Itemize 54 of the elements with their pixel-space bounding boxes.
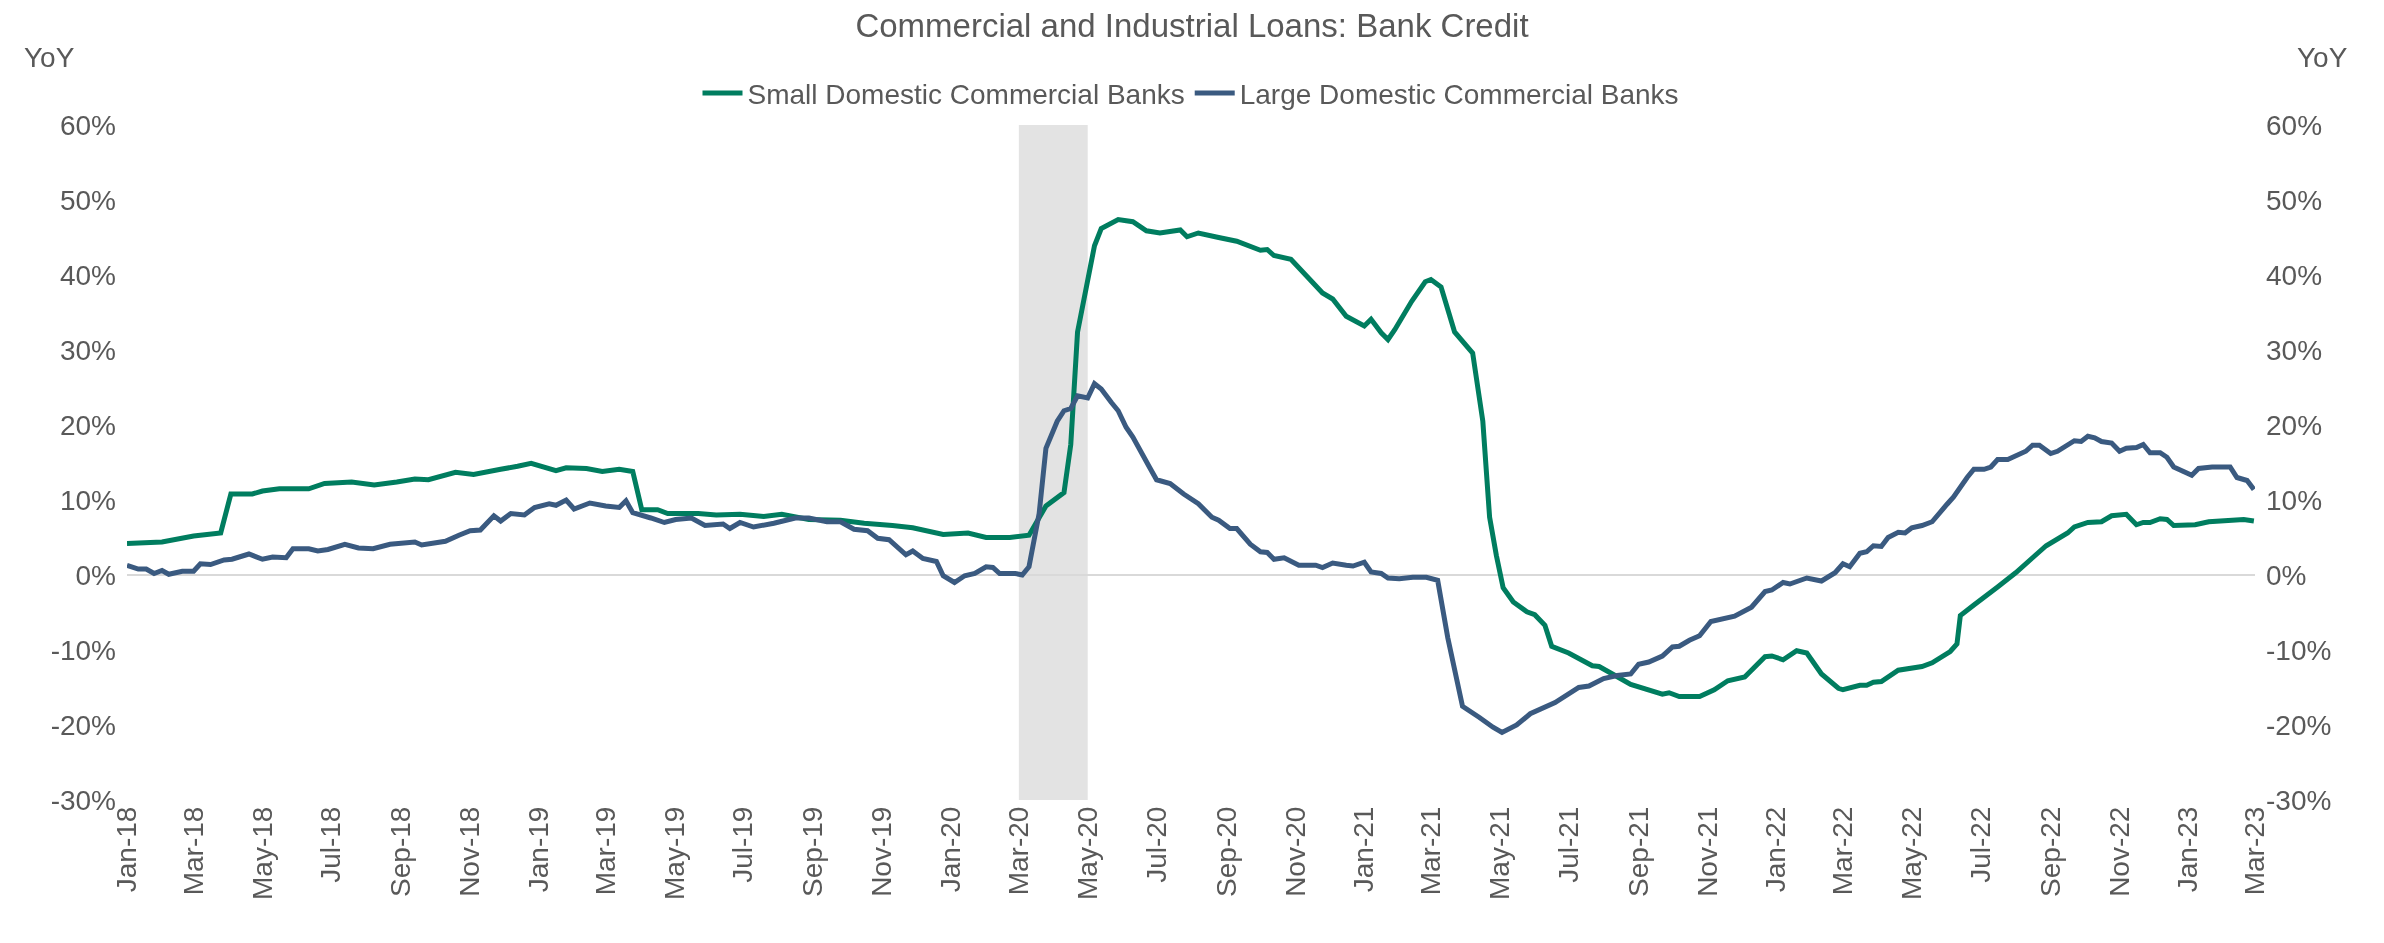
x-tick-label: May-18 — [246, 806, 278, 900]
x-tick-label: Sep-22 — [2034, 806, 2066, 897]
x-tick-label: Sep-19 — [797, 806, 829, 897]
x-tick-label: Nov-22 — [2103, 806, 2135, 897]
y-tick-label: -20% — [50, 709, 116, 741]
x-tick-label: Mar-19 — [589, 806, 621, 896]
y-tick-label: 60% — [59, 109, 116, 141]
y2-axis-title: YoY — [2297, 42, 2348, 73]
y2-tick-label: 10% — [2266, 484, 2323, 516]
x-tick-label: Jan-21 — [1348, 806, 1380, 893]
y-tick-label: -10% — [50, 634, 116, 666]
legend-label: Small Domestic Commercial Banks — [747, 78, 1185, 110]
x-tick-label: Jan-19 — [523, 806, 555, 893]
x-tick-label: Nov-21 — [1691, 806, 1723, 897]
x-tick-label: Jul-18 — [315, 806, 347, 883]
x-tick-label: Nov-18 — [454, 806, 486, 897]
y-tick-label: -30% — [50, 784, 116, 816]
x-tick-label: Jul-22 — [1964, 806, 1996, 883]
x-tick-label: Mar-18 — [177, 806, 209, 896]
x-tick-label: Nov-19 — [866, 806, 898, 897]
x-tick-label: Jan-20 — [935, 806, 967, 893]
y-tick-label: 30% — [59, 334, 116, 366]
y2-tick-label: 0% — [2266, 559, 2307, 591]
y-tick-label: 20% — [59, 409, 116, 441]
x-tick-label: Jul-21 — [1552, 806, 1584, 883]
y2-tick-label: 60% — [2266, 109, 2323, 141]
x-tick-label: Jan-22 — [1760, 806, 1792, 893]
x-tick-label: Jul-19 — [727, 806, 759, 883]
y-tick-label: 0% — [75, 559, 116, 591]
x-tick-label: May-22 — [1895, 806, 1927, 900]
y2-tick-label: 30% — [2266, 334, 2323, 366]
y2-tick-label: -10% — [2266, 634, 2332, 666]
y-tick-label: 10% — [59, 484, 116, 516]
x-tick-label: May-19 — [658, 806, 690, 900]
y2-tick-label: -20% — [2266, 709, 2332, 741]
x-tick-label: Jan-23 — [2172, 806, 2204, 893]
x-tick-label: Sep-18 — [385, 806, 417, 897]
y2-tick-label: 40% — [2266, 259, 2323, 291]
x-tick-label: Mar-21 — [1414, 806, 1446, 896]
x-tick-label: Jul-20 — [1140, 806, 1172, 883]
y2-tick-label: 50% — [2266, 184, 2323, 216]
y2-tick-label: 20% — [2266, 409, 2323, 441]
legend-label: Large Domestic Commercial Banks — [1239, 78, 1679, 110]
x-tick-label: Mar-22 — [1827, 806, 1859, 896]
chart-title: Commercial and Industrial Loans: Bank Credit — [855, 7, 1529, 45]
x-tick-label: Sep-20 — [1210, 806, 1242, 897]
y-tick-label: 40% — [59, 259, 116, 291]
x-tick-label: Mar-20 — [1002, 806, 1034, 896]
x-tick-label: May-21 — [1483, 806, 1515, 900]
x-tick-label: Sep-21 — [1622, 806, 1654, 897]
y-axis-title: YoY — [24, 42, 75, 73]
x-tick-label: May-20 — [1071, 806, 1103, 900]
x-tick-label: Nov-20 — [1279, 806, 1311, 897]
y-tick-label: 50% — [59, 184, 116, 216]
